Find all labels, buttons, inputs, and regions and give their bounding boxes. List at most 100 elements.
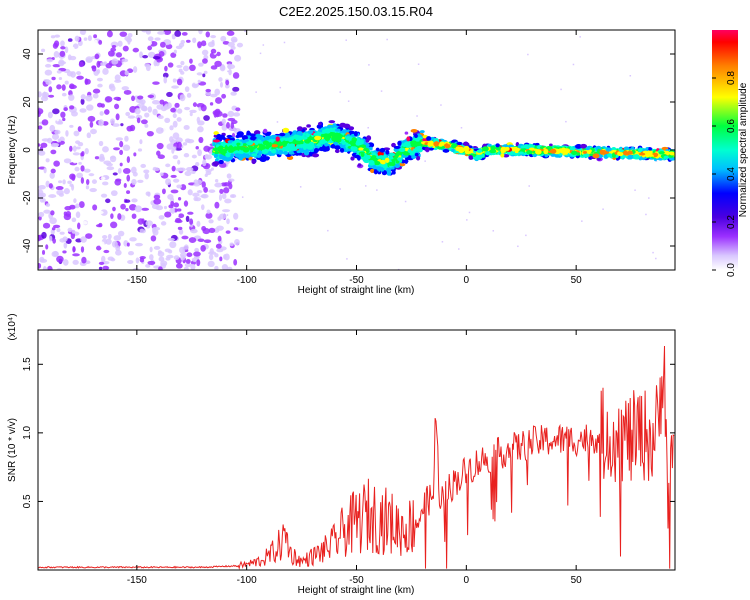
spectrogram-cell [648, 147, 652, 151]
spectrogram-cell [178, 213, 185, 219]
spectrogram-cell [95, 224, 102, 228]
spectrogram-cell [215, 97, 223, 104]
spectrogram-cell [139, 256, 146, 260]
spectrogram-cell [158, 51, 165, 57]
spectrogram-cell [528, 185, 530, 187]
spectrogram-cell [298, 131, 303, 137]
spectrogram-cell [49, 235, 53, 242]
spectrogram-cell [626, 150, 633, 155]
spectrogram-cell [109, 155, 117, 163]
spectrogram-cell [254, 149, 259, 153]
spectrogram-cell [169, 208, 174, 213]
spectrogram-cell [174, 102, 180, 108]
spectrogram-cell [209, 102, 214, 106]
spectrogram-cell [123, 182, 127, 188]
spectrogram-cell [71, 217, 77, 223]
spectrogram-cell [334, 135, 339, 139]
spectrogram-cell [189, 112, 193, 117]
spectrogram-cell [141, 106, 148, 112]
spectrogram-cell [668, 157, 675, 161]
spectrogram-cell [438, 143, 443, 147]
spectrogram-cell [313, 132, 318, 136]
spectrogram-cell [45, 203, 51, 207]
spectrogram-cell [187, 189, 193, 196]
spectrogram-cell [227, 41, 235, 48]
spectrogram-cell [170, 52, 177, 58]
spectrogram-cell [62, 117, 66, 122]
spectrogram-cell [90, 128, 97, 135]
spectrogram-cell [350, 146, 355, 151]
spectrogram-cell [170, 197, 175, 203]
spectrogram-cell [133, 152, 137, 157]
spectrogram-cell [183, 200, 189, 207]
spectrogram-cell [77, 222, 81, 230]
spectrogram-cell [42, 222, 51, 229]
spectrogram-cell [196, 179, 203, 185]
spectrogram-cell [535, 149, 542, 155]
spectrogram-cell [283, 41, 286, 44]
spectrogram-cell [451, 148, 455, 153]
spectrogram-cell [468, 155, 474, 160]
spectrogram-cell [60, 111, 66, 118]
spectrogram-cell [227, 63, 232, 70]
spectrogram-cell [433, 141, 440, 147]
spectrogram-cell [102, 146, 109, 153]
spectrogram-cell [231, 132, 236, 139]
spectrogram-cell [277, 149, 284, 155]
spectrogram-cell [119, 162, 123, 167]
spectrogram-cell [48, 183, 53, 189]
spectrogram-cell [414, 134, 418, 138]
spectrogram-cell [52, 238, 56, 244]
spectrogram-cell [72, 246, 76, 253]
spectrogram-cell [173, 202, 180, 208]
spectrogram-cell [193, 196, 199, 202]
spectrogram-cell [140, 163, 147, 168]
spectrogram-cell [49, 124, 56, 132]
spectrogram-cell [190, 228, 198, 234]
spectrogram-cell [228, 68, 232, 76]
spectrogram-cell [104, 109, 110, 115]
spectrogram-cell [351, 137, 357, 143]
spectrogram-cell [637, 147, 643, 153]
spectrogram-cell [220, 150, 227, 155]
spectrogram-cell [137, 218, 144, 225]
spectrogram-cell [111, 45, 117, 49]
spectrogram-cell [137, 159, 143, 164]
spectrogram-cell [113, 213, 117, 221]
spectrogram-cell [200, 193, 209, 199]
spectrogram-cell [107, 50, 115, 57]
spectrogram-cell [98, 266, 103, 270]
spectrogram-cell [82, 220, 88, 225]
spectrogram-cell [427, 142, 432, 147]
spectrogram-cell [61, 92, 67, 97]
spectrogram-cell [227, 110, 235, 118]
spectrogram-cell [655, 257, 657, 260]
spectrogram-cell [402, 152, 411, 156]
spectrogram-cell [73, 130, 80, 137]
spectrogram-cell [197, 120, 205, 126]
spectrogram-cell [131, 198, 138, 203]
spectrogram-cell [394, 163, 401, 168]
spectrogram-cell [81, 150, 85, 157]
spectrogram-cell [68, 46, 75, 51]
spectrogram-cell [106, 162, 113, 167]
spectrogram-cell [223, 182, 230, 187]
spectrogram-cell [275, 136, 280, 142]
spectrogram-cell [113, 235, 122, 241]
spectrogram-cell [323, 146, 330, 152]
y-tick-label: 0.5 [22, 494, 33, 508]
spectrogram-cell [648, 197, 650, 199]
spectrogram-cell [144, 172, 149, 180]
spectrogram-cell [197, 238, 205, 242]
spectrogram-cell [202, 58, 208, 64]
spectrogram-cell [316, 143, 322, 147]
spectrogram-cell [309, 137, 316, 141]
spectrogram-cell [97, 83, 103, 88]
spectrogram-cell [226, 214, 229, 216]
spectrogram-cell [79, 30, 87, 35]
spectrogram-cell [147, 94, 155, 99]
spectrogram-cell [165, 178, 172, 186]
spectrogram-cell [124, 135, 129, 142]
x-tick-label: -100 [237, 575, 257, 586]
spectrogram-cell [189, 109, 197, 114]
